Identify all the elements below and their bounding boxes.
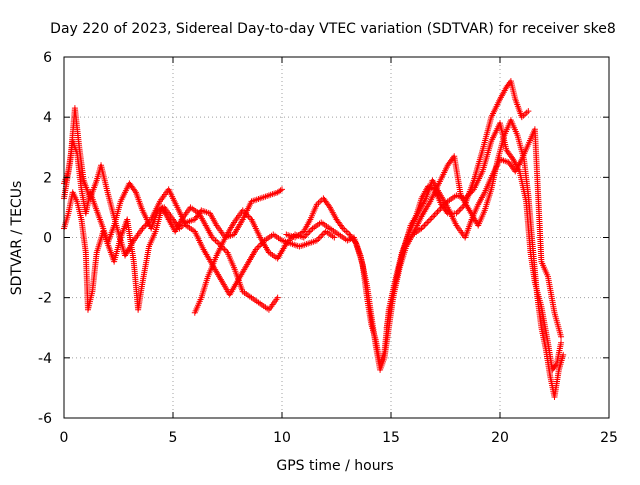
data-point [425,217,432,224]
y-tick-label: -6 [38,411,52,427]
data-point [308,226,315,233]
y-tick-label: 4 [43,110,52,126]
data-point [430,213,437,220]
x-tick-label: 15 [382,430,400,446]
x-tick-label: 5 [169,430,178,446]
data-point [419,223,426,230]
series-track-5 [383,126,565,340]
y-axis-label: SDTVAR / TECUs [9,181,25,296]
data-point [435,207,442,214]
x-tick-label: 0 [60,430,69,446]
x-tick-label: 20 [491,430,509,446]
axis-ticks: 0 5 10 15 20 25 -6 -4 -2 0 2 4 6 [38,50,618,446]
data-point [221,246,228,253]
data-point [428,214,435,221]
series-track-3 [191,120,565,373]
data-point [454,208,461,215]
data-point [424,219,431,226]
data-point [316,234,323,241]
y-tick-label: 0 [43,231,52,247]
data-point [279,186,285,193]
data-point [421,222,428,229]
data-point [558,339,565,346]
data-point [331,234,338,241]
data-point [431,211,438,218]
data-point [457,205,464,212]
y-tick-label: 6 [43,50,52,66]
data-point [318,232,325,239]
data-point [277,187,284,194]
data-point [434,208,441,215]
data-point [140,223,147,230]
y-tick-label: -4 [38,351,52,367]
series-track-6 [409,117,567,400]
data-point [433,210,440,217]
data-point [456,207,463,214]
data-point [255,243,262,250]
data-points [61,78,567,400]
x-tick-label: 25 [600,430,618,446]
data-point [525,108,532,115]
data-point [274,294,281,301]
chart-title: Day 220 of 2023, Sidereal Day-to-day VTE… [50,21,616,37]
y-tick-label: 2 [43,170,52,186]
series-track-7 [61,105,338,298]
data-point [422,220,429,227]
x-axis-label: GPS time / hours [276,458,393,474]
data-point [560,351,567,358]
y-tick-label: -2 [38,291,52,307]
x-tick-label: 10 [273,430,291,446]
data-point [427,216,434,223]
data-point [558,333,565,340]
